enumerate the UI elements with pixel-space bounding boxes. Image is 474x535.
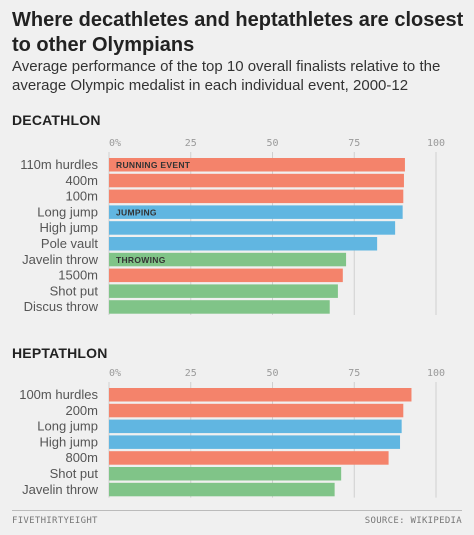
bar-110m-hurdles [109,158,405,172]
bar-javelin-throw [109,482,335,497]
tick-label: 75 [348,138,360,149]
category-label-800m: 800m [65,450,98,465]
tick-label: 50 [266,368,278,379]
category-label-high-jump: High jump [39,220,98,235]
category-label-200m: 200m [65,403,98,418]
annotation-throwing: THROWING [116,255,166,265]
category-label-shot-put: Shot put [50,283,99,298]
bar-800m [109,451,389,465]
category-label-javelin-throw: Javelin throw [22,252,98,267]
category-label-high-jump: High jump [39,434,98,449]
category-label-long-jump: Long jump [37,419,98,434]
category-label-100m: 100m [65,189,98,204]
category-label-110m-hurdles: 110m hurdles [20,157,98,172]
category-label-400m: 400m [65,173,98,188]
bar-javelin-throw [109,252,347,267]
category-label-100m-hurdles: 100m hurdles [19,387,98,402]
tick-label: 0% [109,138,121,149]
footer-divider [12,510,462,511]
bar-long-jump [109,205,403,219]
tick-label: 25 [185,368,197,379]
heptathlon-section-title: HEPTATHLON [12,345,108,361]
bar-high-jump [109,221,396,235]
bar-discus-throw [109,300,330,314]
bar-long-jump [109,419,402,434]
bar-200m [109,403,404,418]
bar-100m-hurdles [109,388,412,402]
bar-shot-put [109,284,338,298]
annotation-jumping: JUMPING [116,207,157,217]
chart-subtitle: Average performance of the top 10 overal… [12,58,441,94]
category-label-pole-vault: Pole vault [41,236,98,251]
category-label-long-jump: Long jump [37,204,98,219]
chart-title: Where decathletes and heptathletes are c… [12,9,464,56]
footer-source: SOURCE: WIKIPEDIA [364,516,462,526]
tick-label: 75 [348,368,360,379]
tick-label: 0% [109,368,121,379]
bar-400m [109,173,404,188]
bar-high-jump [109,435,401,449]
bar-pole-vault [109,237,378,251]
category-label-discus-throw: Discus throw [24,299,99,314]
category-label-javelin-throw: Javelin throw [22,482,98,497]
footer-logo: FIVETHIRTYEIGHT [12,516,98,526]
bar-100m [109,189,404,204]
tick-label: 100 [427,368,445,379]
decathlon-section-title: DECATHLON [12,112,101,128]
category-label-shot-put: Shot put [50,466,99,481]
annotation-running-event: RUNNING EVENT [116,160,191,170]
tick-label: 100 [427,138,445,149]
bar-1500m [109,268,343,283]
category-label-1500m: 1500m [58,268,98,283]
bar-shot-put [109,467,342,481]
tick-label: 50 [266,138,278,149]
tick-label: 25 [185,138,197,149]
